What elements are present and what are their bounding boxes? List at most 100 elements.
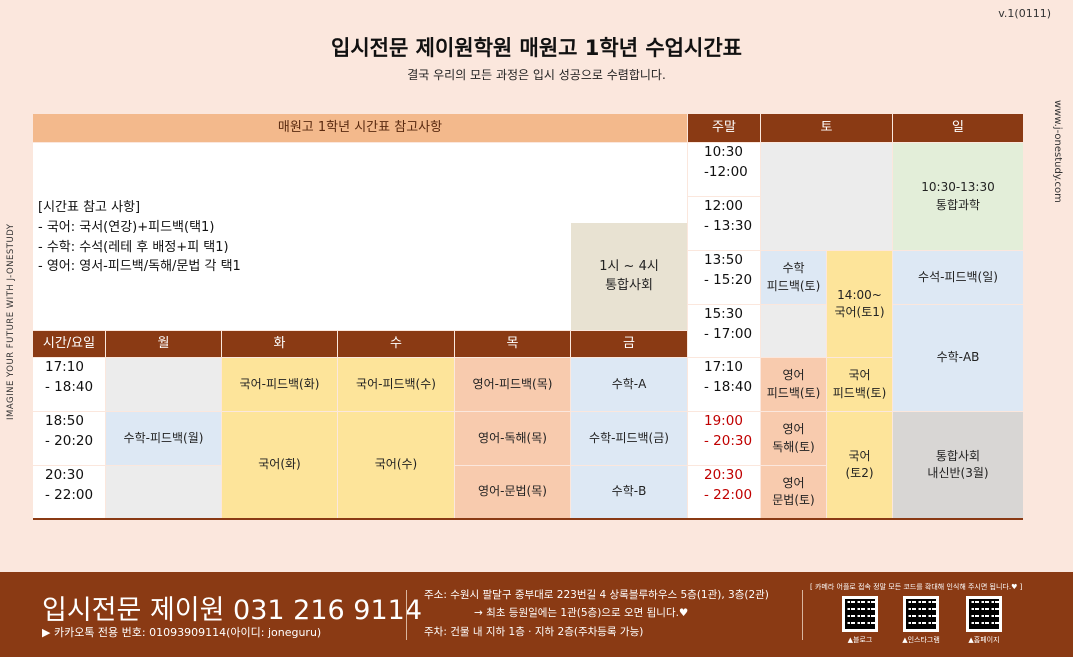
sat-empty-afternoon — [761, 305, 826, 357]
notes-text: [시간표 참고 사항] - 국어: 국서(연강)+피드백(택1) - 수학: 수… — [38, 198, 241, 277]
cell-line: 내신반(3월) — [927, 466, 989, 480]
notes-line: - 국어: 국서(연강)+피드백(택1) — [38, 219, 215, 235]
time-end: - 18:40 — [45, 378, 94, 395]
sat-math-feedback: 수학 피드백(토) — [761, 251, 826, 304]
cell-line: 국어 — [848, 448, 871, 463]
parking-line: 주차: 건물 내 지하 1층 · 지하 2층(주차등록 가능) — [424, 625, 644, 638]
time-end: - 15:20 — [704, 271, 753, 288]
sat-korean-feedback: 국어 피드백(토) — [827, 358, 892, 411]
cell-line: 통합사회 — [605, 277, 653, 293]
time-start: 20:30 — [45, 467, 84, 483]
weekend-time-2: 12:00 - 13:30 — [688, 197, 760, 250]
weekday-header-tue: 화 — [222, 331, 337, 357]
time-start: 10:30 — [704, 144, 743, 160]
weekend-time-4: 15:30 - 17:00 — [688, 305, 760, 357]
cell-line: 영어 — [782, 368, 805, 383]
footer-divider — [406, 590, 407, 640]
version-label: v.1(0111) — [998, 7, 1051, 20]
sat-english-reading: 영어 독해(토) — [761, 412, 826, 465]
timetable-grid: 매원고 1학년 시간표 참고사항 주말 토 일 [시간표 참고 사항] - 국어… — [33, 114, 1023, 520]
page-subtitle: 결국 우리의 모든 과정은 입시 성공으로 수렴합니다. — [407, 68, 666, 82]
weekend-time-7: 20:30 - 22:00 — [688, 466, 760, 518]
sat-english-grammar: 영어 문법(토) — [761, 466, 826, 518]
cell-line: 1시 ~ 4시 — [599, 258, 659, 274]
cell-line: 국어(토1) — [834, 305, 885, 319]
time-start: 13:50 — [704, 252, 743, 268]
mon-slot-2: 수학-피드백(월) — [106, 412, 221, 465]
time-start: 19:00 — [704, 413, 743, 429]
time-end: -12:00 — [704, 163, 748, 180]
weekday-header-fri: 금 — [571, 331, 687, 357]
side-slogan: IMAGINE YOUR FUTURE WITH J-ONESTUDY — [6, 223, 16, 421]
cell-line: 피드백(토) — [766, 385, 821, 400]
cell-line: 통합사회 — [935, 448, 981, 463]
qr-caption-instagram: ▲인스타그램 — [902, 636, 940, 644]
weekday-time-1: 17:10 - 18:40 — [33, 358, 105, 411]
time-start: 20:30 — [704, 467, 743, 483]
qr-caption-blog: ▲블로그 — [847, 636, 873, 644]
mon-slot-1 — [106, 358, 221, 411]
wed-slot-23: 국어(수) — [338, 412, 454, 518]
sun-math-feedback: 수석-피드백(일) — [893, 251, 1023, 304]
weekend-time-5: 17:10 - 18:40 — [688, 358, 760, 411]
sun-science: 10:30-13:30 통합과학 — [893, 143, 1023, 250]
cell-line: (토2) — [845, 466, 874, 480]
sat-korean-1: 14:00~ 국어(토1) — [827, 251, 892, 357]
weekend-time-1: 10:30 -12:00 — [688, 143, 760, 196]
notes-line: - 영어: 영서-피드백/독해/문법 각 택1 — [38, 259, 241, 275]
fri-slot-2: 수학-피드백(금) — [571, 412, 687, 465]
sun-social: 통합사회 내신반(3월) — [893, 412, 1023, 518]
homepage-qr-icon[interactable] — [966, 596, 1002, 632]
cell-line: 통합과학 — [935, 197, 981, 212]
cell-line: 문법(토) — [772, 493, 815, 507]
time-start: 12:00 — [704, 198, 743, 214]
sunday-header: 일 — [893, 114, 1023, 142]
sat-empty-morning — [761, 143, 892, 250]
blog-qr-icon[interactable] — [842, 596, 878, 632]
notes-line: - 수학: 수석(레테 후 배정+피 택1) — [38, 239, 229, 255]
side-website: www.j-onestudy.com — [1052, 100, 1063, 203]
weekday-header-mon: 월 — [106, 331, 221, 357]
instagram-qr-icon[interactable] — [903, 596, 939, 632]
cell-line: 국어 — [848, 368, 871, 383]
thu-slot-2: 영어-독해(목) — [455, 412, 570, 465]
footer-brand: 입시전문 제이원 031 216 9114 — [42, 595, 422, 626]
cell-line: 영어 — [782, 422, 805, 437]
cell-line: 수학 — [782, 261, 805, 276]
cell-line: 독해(토) — [772, 439, 815, 454]
page-title: 입시전문 제이원학원 매원고 1학년 수업시간표 — [331, 36, 742, 60]
time-end: - 17:00 — [704, 325, 753, 342]
sat-korean-2: 국어 (토2) — [827, 412, 892, 518]
weekday-time-2: 18:50 - 20:20 — [33, 412, 105, 465]
sun-math-ab: 수학-AB — [893, 305, 1023, 411]
weekday-header-wed: 수 — [338, 331, 454, 357]
fri-slot-1: 수학-A — [571, 358, 687, 411]
footer-address: 주소: 수원시 팔달구 중부대로 223번길 4 상록블루하우스 5층(1관),… — [424, 586, 769, 641]
time-end: - 13:30 — [704, 217, 753, 234]
saturday-header: 토 — [761, 114, 892, 142]
qr-caption-homepage: ▲홈페이지 — [968, 636, 1000, 644]
time-end: - 20:30 — [704, 432, 753, 449]
time-end: - 18:40 — [704, 378, 753, 395]
thu-slot-1: 영어-피드백(목) — [455, 358, 570, 411]
qr-note: [ 카메라 어플로 접속 정말 모든 코드를 확대해 인식해 주시면 됩니다.♥… — [810, 583, 1023, 591]
sat-english-feedback: 영어 피드백(토) — [761, 358, 826, 411]
time-end: - 22:00 — [704, 486, 753, 503]
fri-social-cell: 1시 ~ 4시 통합사회 — [571, 223, 687, 330]
cell-line: 피드백(토) — [766, 278, 821, 293]
time-end: - 22:00 — [45, 486, 94, 503]
tue-slot-23: 국어(화) — [222, 412, 337, 518]
weekday-header-time: 시간/요일 — [33, 331, 105, 357]
weekend-time-3: 13:50 - 15:20 — [688, 251, 760, 304]
cell-line: 영어 — [782, 475, 805, 490]
address-line: 주소: 수원시 팔달구 중부대로 223번길 4 상록블루하우스 5층(1관),… — [424, 589, 769, 601]
notes-line: [시간표 참고 사항] — [38, 200, 141, 215]
tue-slot-1: 국어-피드백(화) — [222, 358, 337, 411]
cell-line: 피드백(토) — [832, 385, 887, 400]
weekday-header-thu: 목 — [455, 331, 570, 357]
time-start: 17:10 — [45, 359, 84, 375]
address-note: → 최초 등원일에는 1관(5층)으로 오면 됩니다.♥ — [474, 607, 689, 620]
footer-divider — [802, 590, 803, 640]
cell-line: 14:00~ — [837, 287, 882, 302]
notes-header: 매원고 1학년 시간표 참고사항 — [33, 114, 687, 142]
